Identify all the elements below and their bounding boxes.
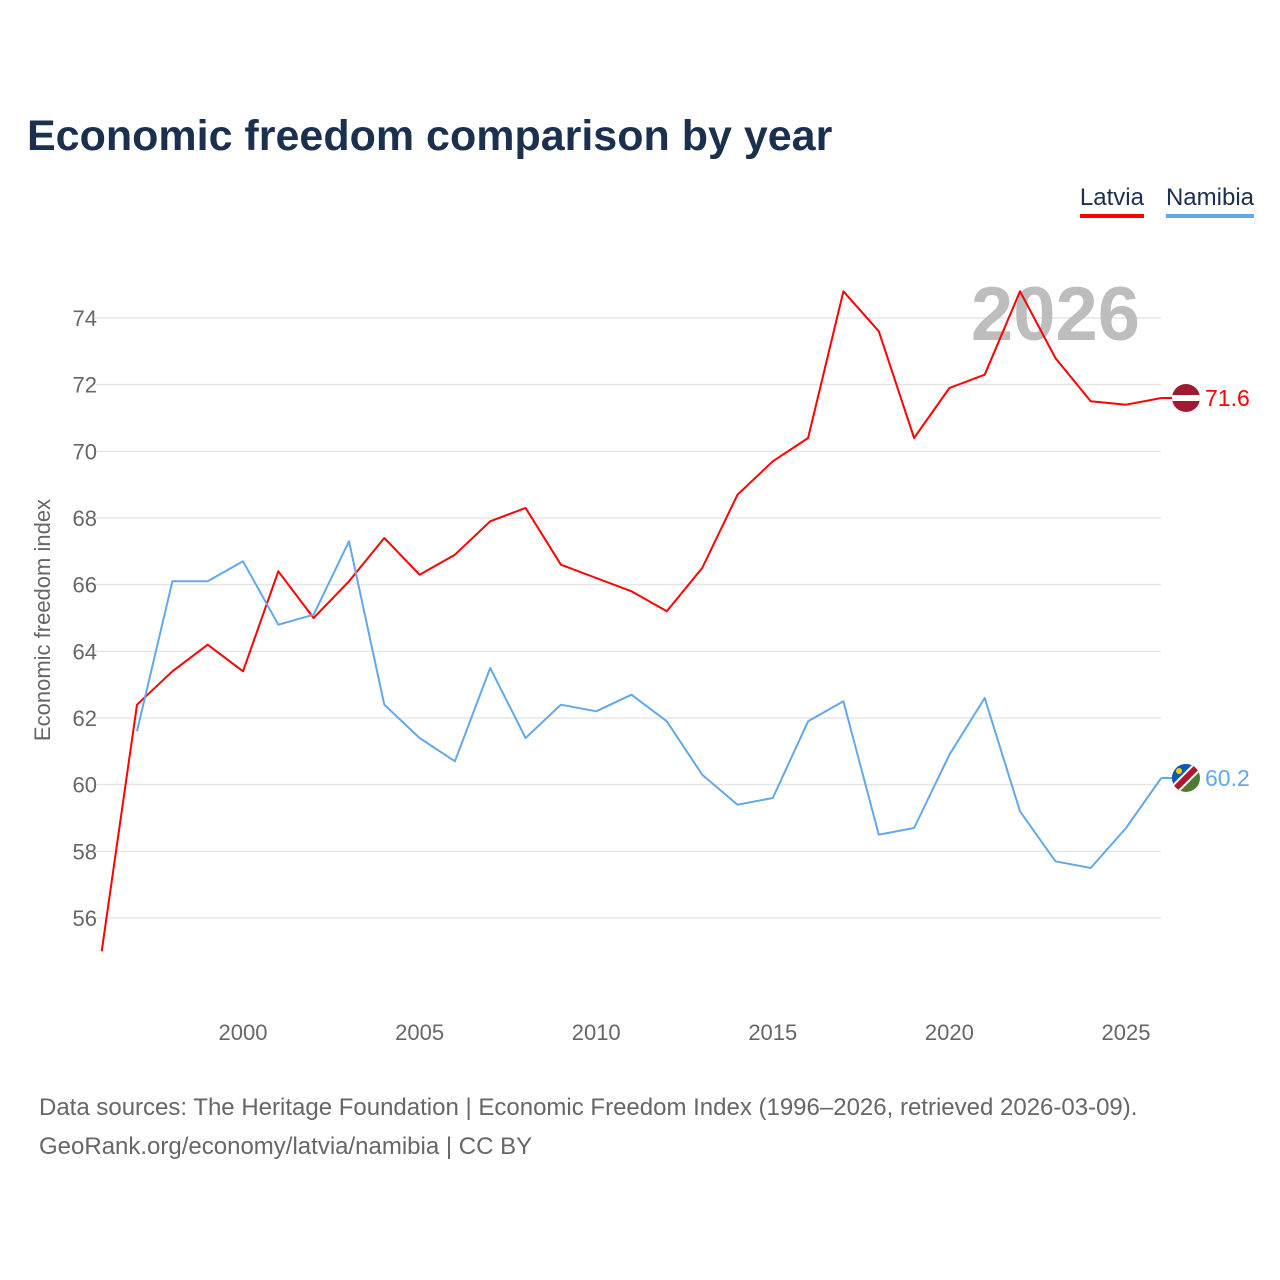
x-tick-label: 2020 (925, 1020, 974, 1045)
legend-namibia[interactable]: Namibia (1165, 184, 1254, 218)
y-tick-label: 68 (73, 506, 97, 531)
namibia-flag-icon (1172, 763, 1200, 792)
chart-title: Economic freedom comparison by year (27, 112, 833, 160)
series-line-namibia (136, 540, 1163, 869)
y-tick-label: 58 (73, 839, 97, 864)
y-tick-label: 66 (73, 573, 97, 598)
end-value-label-namibia: 60.2 (1205, 765, 1250, 791)
y-tick-label: 62 (73, 706, 97, 731)
source-note: Data sources: The Heritage Foundation | … (39, 1088, 1137, 1166)
y-tick-label: 60 (73, 773, 97, 798)
y-tick-label: 64 (73, 639, 97, 664)
end-value-label-latvia: 71.6 (1205, 385, 1250, 411)
legend: Latvia Namibia (1079, 184, 1254, 218)
y-tick-label: 70 (73, 439, 97, 464)
y-axis-label: Economic freedom index (30, 499, 55, 741)
source-line: Data sources: The Heritage Foundation | … (39, 1094, 1138, 1121)
x-tick-label: 2005 (395, 1020, 444, 1045)
x-tick-label: 2025 (1102, 1020, 1151, 1045)
y-tick-label: 72 (73, 373, 97, 398)
year-watermark: 2026 (971, 272, 1140, 357)
y-tick-label: 74 (73, 306, 97, 331)
x-tick-label: 2015 (748, 1020, 797, 1045)
credit-line[interactable]: GeoRank.org/economy/latvia/namibia | CC … (39, 1133, 533, 1160)
x-tick-label: 2010 (572, 1020, 621, 1045)
legend-latvia[interactable]: Latvia (1079, 184, 1144, 218)
latvia-flag-icon (1172, 383, 1200, 412)
series-line-latvia (100, 290, 1162, 952)
y-tick-label: 56 (73, 906, 97, 931)
x-tick-label: 2000 (219, 1020, 268, 1045)
